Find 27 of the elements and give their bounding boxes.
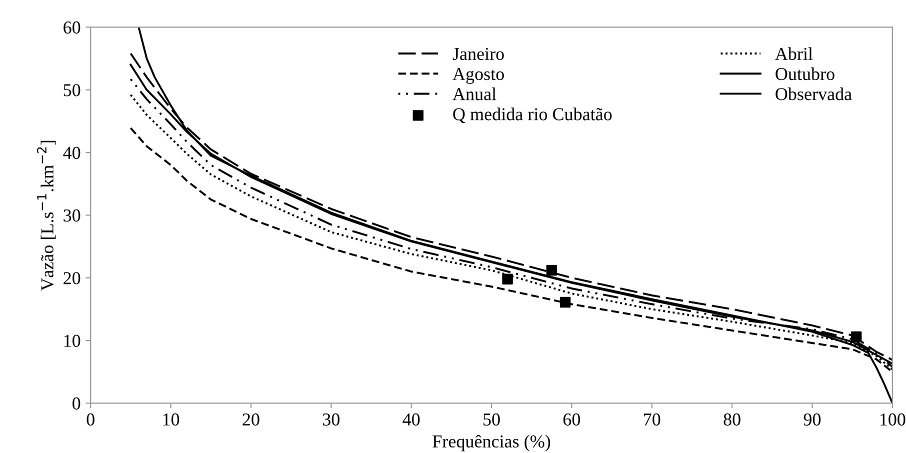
x-tick-label: 10 [163,413,180,426]
x-tick-label: 80 [724,413,740,426]
x-tick-label: 70 [644,413,660,426]
x-tick-label: 30 [322,413,340,426]
y-tick-label: 40 [63,146,80,159]
legend-label: Observada [776,87,852,100]
y-axis-title: Vazão [L.s$^{−1}$.km$^{−2}$] [36,140,56,291]
y-tick-label: 20 [64,272,80,284]
y-tick-label: 10 [64,334,80,347]
legend-label: Outubro [776,67,834,80]
y-tick-label: 0 [72,397,80,410]
legend-label: Janeiro [452,48,504,60]
y-tick-label: 30 [64,209,80,222]
x-tick-label: 0 [86,413,94,426]
x-tick-label: 40 [402,413,420,426]
x-tick-label: 100 [880,413,906,426]
y-tick-label: 50 [64,84,80,96]
x-tick-label: 20 [242,413,260,426]
legend-label: Agosto [452,68,504,84]
legend-label: Q medida rio Cubatão [453,108,612,124]
y-tick-label: 60 [64,21,80,34]
x-tick-label: 50 [484,413,500,426]
legend-label: Abril [775,47,813,60]
x-tick-label: 90 [804,413,821,426]
x-tick-label: 60 [563,413,580,426]
legend-label: Anual [452,88,496,100]
x-axis-title: Frequências (%) [432,434,550,452]
